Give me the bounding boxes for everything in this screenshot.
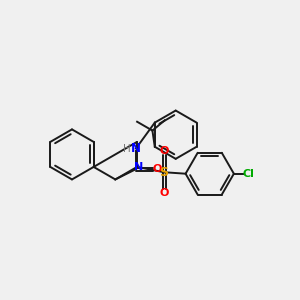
Text: H: H (123, 143, 130, 154)
Text: O: O (152, 164, 161, 174)
Text: S: S (160, 166, 169, 179)
Text: O: O (159, 188, 169, 198)
Text: O: O (159, 146, 169, 156)
Text: N: N (131, 142, 141, 155)
Text: Cl: Cl (243, 169, 254, 179)
Text: N: N (134, 162, 143, 172)
